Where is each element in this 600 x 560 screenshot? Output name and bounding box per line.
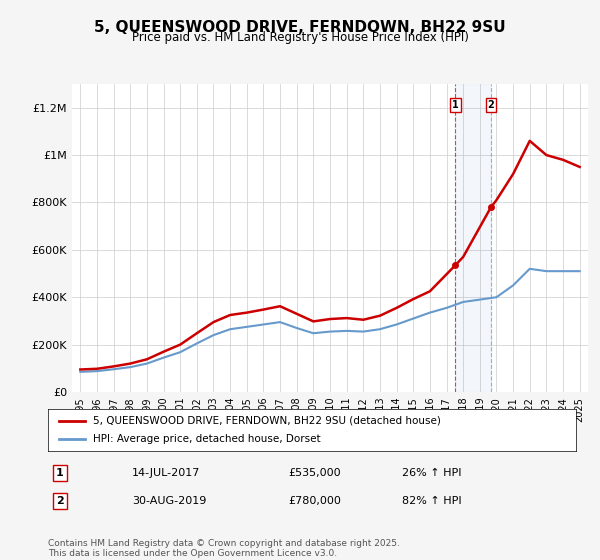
Text: £535,000: £535,000 [288,468,341,478]
Text: £780,000: £780,000 [288,496,341,506]
Text: 5, QUEENSWOOD DRIVE, FERNDOWN, BH22 9SU (detached house): 5, QUEENSWOOD DRIVE, FERNDOWN, BH22 9SU … [93,416,441,426]
Text: Price paid vs. HM Land Registry's House Price Index (HPI): Price paid vs. HM Land Registry's House … [131,31,469,44]
Text: 5, QUEENSWOOD DRIVE, FERNDOWN, BH22 9SU: 5, QUEENSWOOD DRIVE, FERNDOWN, BH22 9SU [94,20,506,35]
Text: 1: 1 [56,468,64,478]
Text: Contains HM Land Registry data © Crown copyright and database right 2025.
This d: Contains HM Land Registry data © Crown c… [48,539,400,558]
Bar [455,84,491,392]
Text: 2: 2 [488,100,494,110]
Text: 2: 2 [56,496,64,506]
Text: 82% ↑ HPI: 82% ↑ HPI [402,496,461,506]
Text: 14-JUL-2017: 14-JUL-2017 [132,468,200,478]
Text: 1: 1 [452,100,459,110]
Text: HPI: Average price, detached house, Dorset: HPI: Average price, detached house, Dors… [93,434,320,444]
Text: 30-AUG-2019: 30-AUG-2019 [132,496,206,506]
Text: 26% ↑ HPI: 26% ↑ HPI [402,468,461,478]
